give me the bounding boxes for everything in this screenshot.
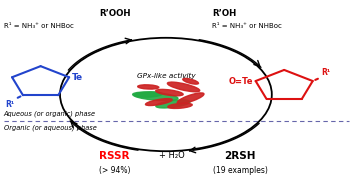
Ellipse shape [177,93,204,104]
Ellipse shape [134,92,162,97]
Ellipse shape [183,78,198,84]
Ellipse shape [133,92,178,101]
Text: GPx-like activity: GPx-like activity [137,73,195,79]
Text: 2RSH: 2RSH [224,151,256,161]
Text: Aqueous (or organic) phase: Aqueous (or organic) phase [4,110,96,117]
Text: Te: Te [72,73,83,82]
Text: Organic (or aqueous) phase: Organic (or aqueous) phase [4,124,96,131]
Text: (> 94%): (> 94%) [99,166,131,175]
Text: + H₂O: + H₂O [159,151,185,160]
Text: (19 examples): (19 examples) [213,166,268,175]
Ellipse shape [145,99,172,105]
Text: R¹: R¹ [322,68,331,77]
Text: R¹: R¹ [5,100,14,109]
Text: O=Te: O=Te [229,77,253,86]
Text: R’OOH: R’OOH [99,9,131,18]
Ellipse shape [138,85,159,89]
Text: R¹ = NH₃⁺ or NHBoc: R¹ = NH₃⁺ or NHBoc [212,23,282,29]
Ellipse shape [156,100,190,108]
Ellipse shape [167,82,200,92]
Text: R’OH: R’OH [212,9,236,18]
Text: R¹ = NH₃⁺ or NHBoc: R¹ = NH₃⁺ or NHBoc [4,23,73,29]
Ellipse shape [156,89,183,96]
Text: RSSR: RSSR [100,151,130,161]
Ellipse shape [168,103,192,108]
